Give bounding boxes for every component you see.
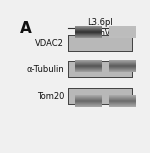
Bar	[68, 35, 132, 51]
Bar	[68, 88, 132, 104]
Text: α-Tubulin: α-Tubulin	[26, 65, 64, 74]
Bar	[68, 88, 132, 104]
Text: shNT: shNT	[77, 29, 96, 38]
Bar	[68, 61, 132, 77]
Text: L3.6pl: L3.6pl	[87, 18, 112, 27]
Text: Tom20: Tom20	[37, 92, 64, 101]
Text: shVDAC2: shVDAC2	[96, 29, 131, 38]
Text: VDAC2: VDAC2	[35, 39, 64, 48]
Text: A: A	[20, 21, 32, 36]
Bar	[68, 35, 132, 51]
Bar	[68, 61, 132, 77]
